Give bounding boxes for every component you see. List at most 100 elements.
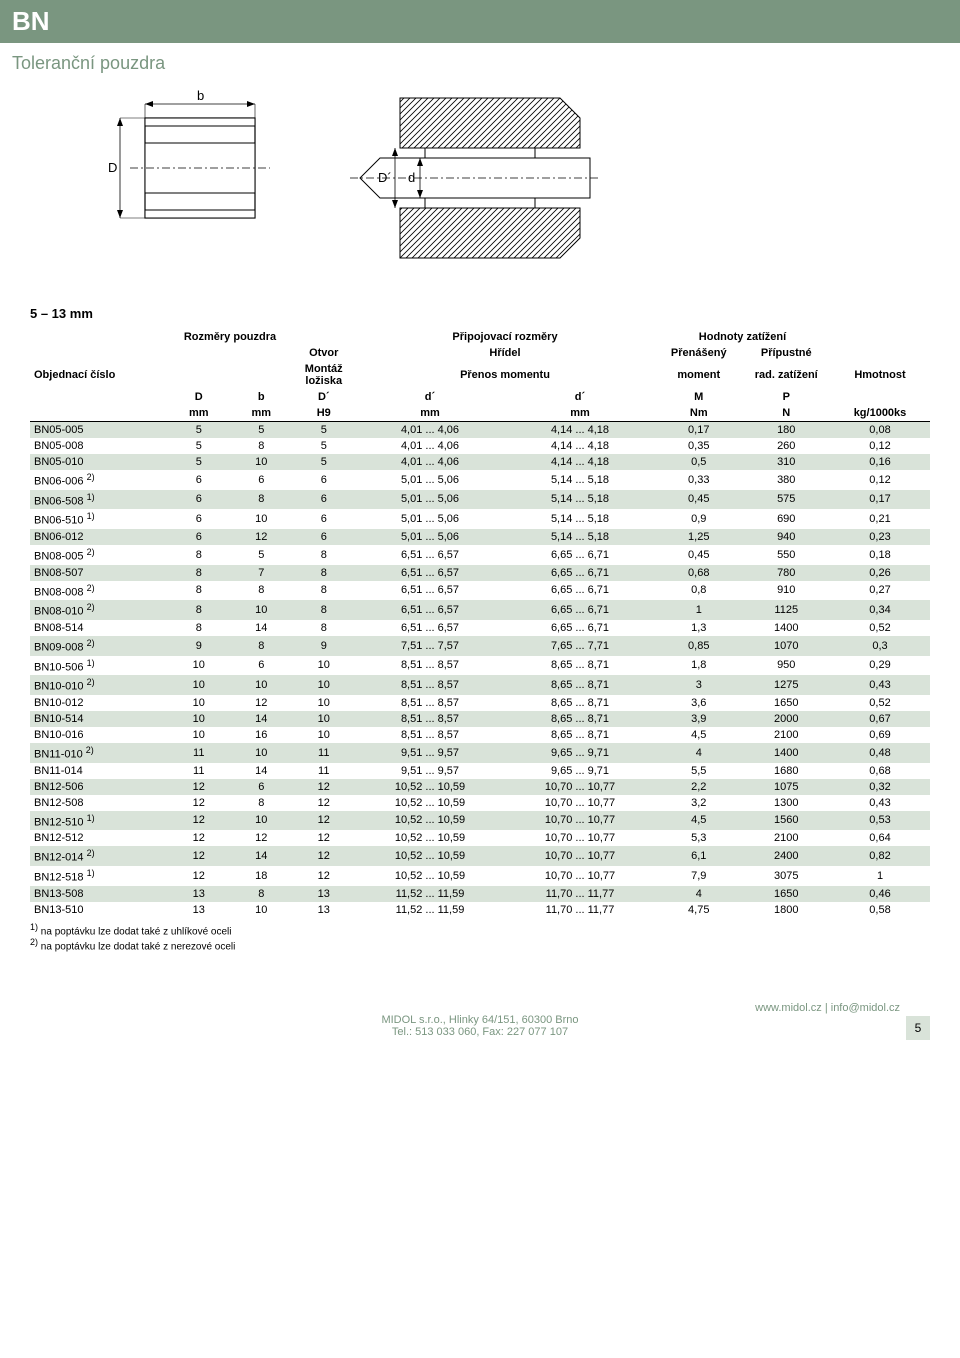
cell-D: 6 [168,470,231,490]
cell-dr2: 11,70 ... 11,77 [505,902,655,918]
cell-b: 8 [230,490,293,510]
footer-site-link[interactable]: www.midol.cz [755,1002,822,1014]
hdr-H9: H9 [293,405,356,422]
hdr-Nm: Nm [655,405,743,422]
hdr-otvor: Otvor [293,345,356,361]
cell-M: 6,1 [655,846,743,866]
cell-M: 3 [655,675,743,695]
cell-P: 1650 [743,695,831,711]
cell-Dp: 6 [293,490,356,510]
cell-b: 10 [230,675,293,695]
cell-M: 1,3 [655,620,743,636]
diagram-side-view: D b [100,88,290,248]
cell-dr: 5,01 ... 5,06 [355,529,505,545]
table-row: BN05-0055554,01 ... 4,064,14 ... 4,180,1… [30,422,930,439]
cell-code: BN06-006 2) [30,470,168,490]
cell-P: 2400 [743,846,831,866]
table-row: BN10-0161016108,51 ... 8,578,65 ... 8,71… [30,727,930,743]
cell-dr: 6,51 ... 6,57 [355,620,505,636]
cell-W: 0,68 [830,763,930,779]
cell-Dp: 5 [293,454,356,470]
cell-P: 1400 [743,620,831,636]
cell-dr: 8,51 ... 8,57 [355,675,505,695]
cell-code: BN11-010 2) [30,743,168,763]
cell-P: 1070 [743,636,831,656]
hdr-D: D [168,389,231,405]
cell-code: BN05-010 [30,454,168,470]
cell-D: 8 [168,600,231,620]
cell-Dp: 5 [293,438,356,454]
cell-D: 6 [168,529,231,545]
cell-b: 5 [230,422,293,439]
table-row: BN08-005 2)8586,51 ... 6,576,65 ... 6,71… [30,545,930,565]
cell-M: 3,9 [655,711,743,727]
cell-P: 1650 [743,886,831,902]
table-row: BN08-5078786,51 ... 6,576,65 ... 6,710,6… [30,565,930,581]
cell-dr2: 4,14 ... 4,18 [505,438,655,454]
hdr-rad: rad. zatížení [743,361,831,389]
cell-W: 0,16 [830,454,930,470]
cell-W: 0,82 [830,846,930,866]
cell-b: 8 [230,636,293,656]
cell-P: 1075 [743,779,831,795]
cell-code: BN13-510 [30,902,168,918]
cell-W: 0,12 [830,470,930,490]
cell-P: 910 [743,581,831,601]
cell-code: BN10-016 [30,727,168,743]
cell-b: 12 [230,695,293,711]
cell-code: BN12-014 2) [30,846,168,866]
cell-dr2: 6,65 ... 6,71 [505,620,655,636]
table-row: BN12-5061261210,52 ... 10,5910,70 ... 10… [30,779,930,795]
cell-dr: 7,51 ... 7,57 [355,636,505,656]
footer-email-link[interactable]: info@midol.cz [831,1002,900,1014]
cell-b: 14 [230,763,293,779]
footer-sep: | [822,1002,831,1014]
cell-P: 1680 [743,763,831,779]
cell-M: 7,9 [655,866,743,886]
cell-W: 0,43 [830,795,930,811]
table-row: BN12-5081281210,52 ... 10,5910,70 ... 10… [30,795,930,811]
table-row: BN08-51481486,51 ... 6,576,65 ... 6,711,… [30,620,930,636]
hdr-prenas: Přenášený [655,345,743,361]
cell-dr2: 5,14 ... 5,18 [505,490,655,510]
label-d: d [408,170,415,185]
table-row: BN11-0141114119,51 ... 9,579,65 ... 9,71… [30,763,930,779]
cell-P: 2100 [743,830,831,846]
cell-Dp: 8 [293,581,356,601]
cell-dr: 10,52 ... 10,59 [355,811,505,831]
hdr-kg: kg/1000ks [830,405,930,422]
hdr-mm1: mm [168,405,231,422]
cell-D: 9 [168,636,231,656]
cell-b: 14 [230,620,293,636]
cell-D: 6 [168,490,231,510]
cell-M: 0,5 [655,454,743,470]
cell-dr2: 4,14 ... 4,18 [505,422,655,439]
cell-Dp: 8 [293,620,356,636]
cell-M: 0,33 [655,470,743,490]
cell-W: 0,12 [830,438,930,454]
hdr-load: Hodnoty zatížení [655,329,830,345]
cell-code: BN13-508 [30,886,168,902]
cell-W: 0,17 [830,490,930,510]
hdr-montaz: Montáž ložiska [293,361,356,389]
cell-code: BN08-008 2) [30,581,168,601]
cell-dr2: 10,70 ... 10,77 [505,779,655,795]
cell-D: 6 [168,509,231,529]
hdr-moment: moment [655,361,743,389]
cell-dr: 5,01 ... 5,06 [355,470,505,490]
table-row: BN05-01051054,01 ... 4,064,14 ... 4,180,… [30,454,930,470]
cell-b: 6 [230,779,293,795]
footnote-1: na poptávku lze dodat také z uhlíkové oc… [41,926,232,937]
cell-M: 0,68 [655,565,743,581]
cell-Dp: 10 [293,711,356,727]
cell-Dp: 6 [293,470,356,490]
table-row: BN12-510 1)12101210,52 ... 10,5910,70 ..… [30,811,930,831]
cell-code: BN12-512 [30,830,168,846]
label-D: D [108,160,117,175]
cell-D: 10 [168,711,231,727]
cell-code: BN09-008 2) [30,636,168,656]
cell-D: 11 [168,763,231,779]
cell-M: 0,17 [655,422,743,439]
cell-b: 12 [230,830,293,846]
table-header: Rozměry pouzdra Připojovací rozměry Hodn… [30,329,930,422]
